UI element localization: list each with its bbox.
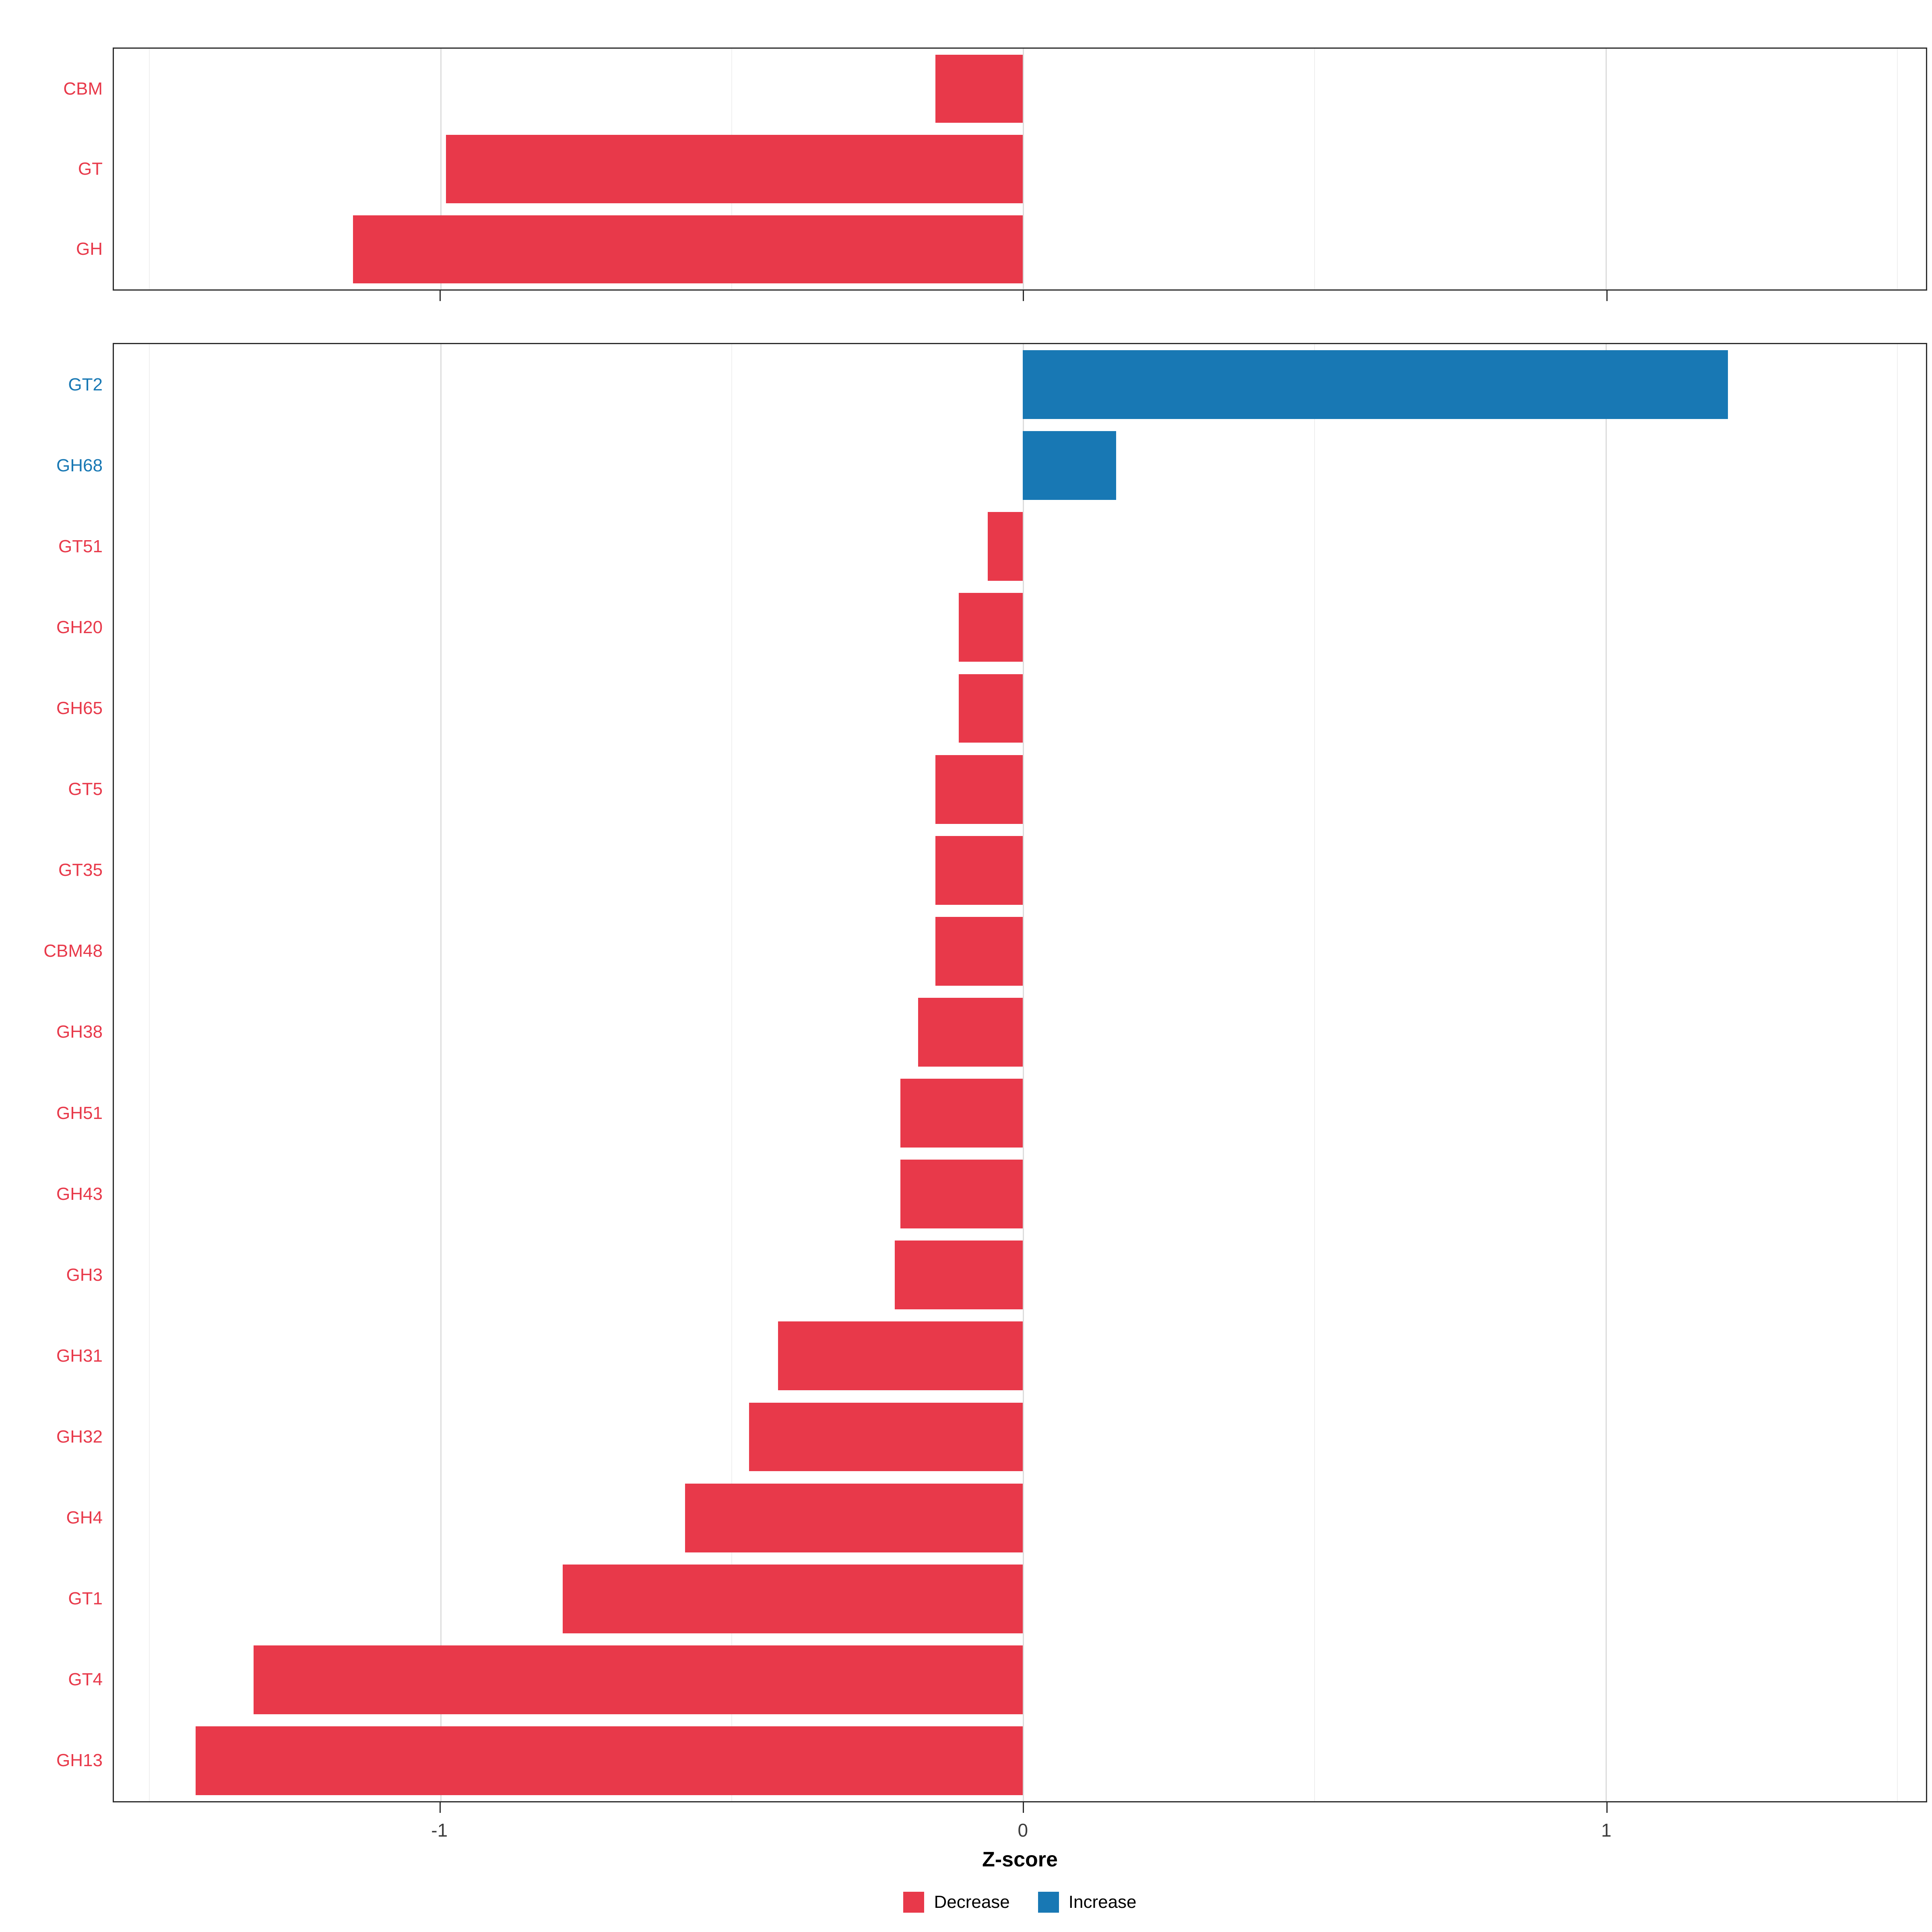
y-axis-label-gh32: GH32 <box>56 1426 103 1447</box>
y-axis-label-gt1: GT1 <box>68 1589 103 1609</box>
legend: Decrease Increase <box>113 1892 1927 1913</box>
bar-gh3 <box>894 1241 1023 1310</box>
bottom-panel: GT2 GH68 GT51 GH20 GH65 GT5 GT35 CBM48 GH38 GH51 G… <box>43 343 1927 1802</box>
bar-gt5 <box>935 755 1023 824</box>
axis-tick <box>439 1802 441 1813</box>
major-gridline <box>1605 49 1607 289</box>
bar-gh65 <box>959 674 1023 743</box>
major-gridline <box>1023 49 1024 289</box>
major-gridline <box>440 344 442 1801</box>
major-gridline <box>440 49 442 289</box>
legend-label-increase: Increase <box>1068 1892 1137 1912</box>
y-axis-label-cbm: CBM <box>63 78 103 99</box>
bar-gh51 <box>900 1079 1023 1148</box>
minor-gridline <box>1314 344 1315 1801</box>
bar-gt <box>446 135 1023 203</box>
legend-item-decrease: Decrease <box>903 1892 1010 1913</box>
bar-gt2 <box>1023 350 1728 419</box>
bar-gt51 <box>988 512 1023 581</box>
y-axis-label-gh65: GH65 <box>56 698 103 718</box>
y-axis-label-gh: GH <box>76 239 103 259</box>
y-axis-label-gh43: GH43 <box>56 1184 103 1204</box>
y-axis-label-gh68: GH68 <box>56 455 103 475</box>
legend-key-increase <box>1038 1892 1059 1913</box>
minor-gridline <box>1314 49 1315 289</box>
bar-gh20 <box>959 593 1023 662</box>
top-panel: CBM GT GH <box>63 47 1927 291</box>
bar-cbm48 <box>935 916 1023 986</box>
bar-gh38 <box>918 997 1023 1067</box>
y-axis-label-cbm48: CBM48 <box>43 941 103 961</box>
bar-gt1 <box>562 1564 1023 1633</box>
bar-gh43 <box>900 1160 1023 1229</box>
bar-gt4 <box>254 1645 1023 1714</box>
y-axis-label-gh4: GH4 <box>66 1508 103 1528</box>
y-axis-label-gh20: GH20 <box>56 617 103 637</box>
axis-tick <box>439 291 441 301</box>
axis-tick <box>1606 291 1608 301</box>
y-axis-label-gt51: GT51 <box>58 536 103 556</box>
x-tick-label: -1 <box>431 1820 448 1841</box>
minor-gridline <box>1897 344 1898 1801</box>
minor-gridline <box>149 49 150 289</box>
bar-gt35 <box>935 836 1023 905</box>
y-axis-label-gh38: GH38 <box>56 1022 103 1042</box>
x-tick-label: 0 <box>1018 1820 1028 1841</box>
y-axis-label-gh13: GH13 <box>56 1750 103 1771</box>
bar-gh4 <box>685 1483 1023 1552</box>
major-gridline <box>1023 344 1024 1801</box>
y-axis-label-gh31: GH31 <box>56 1346 103 1366</box>
y-axis-label-gh3: GH3 <box>66 1265 103 1285</box>
axis-tick <box>1023 1802 1024 1813</box>
bar-gh31 <box>778 1321 1023 1391</box>
minor-gridline <box>149 344 150 1801</box>
y-axis-label-gt2: GT2 <box>68 374 103 394</box>
y-axis-label-gt4: GT4 <box>68 1670 103 1690</box>
y-axis-label-gt: GT <box>78 159 103 179</box>
major-gridline <box>1605 344 1607 1801</box>
bar-gh32 <box>749 1402 1023 1472</box>
y-axis-label-gt35: GT35 <box>58 860 103 880</box>
x-tick-label: 1 <box>1601 1820 1612 1841</box>
minor-gridline <box>1897 49 1898 289</box>
minor-gridline <box>731 344 733 1801</box>
bar-gh <box>353 215 1023 284</box>
bar-gh13 <box>195 1726 1023 1795</box>
axis-tick <box>1606 1802 1608 1813</box>
x-axis-title: Z-score <box>982 1848 1058 1871</box>
bar-cbm <box>935 54 1023 123</box>
legend-item-increase: Increase <box>1038 1892 1137 1913</box>
y-axis-label-gh51: GH51 <box>56 1103 103 1123</box>
bar-gh68 <box>1023 431 1116 500</box>
legend-key-decrease <box>903 1892 925 1913</box>
axis-tick <box>1023 291 1024 301</box>
y-axis-label-gt5: GT5 <box>68 779 103 799</box>
legend-label-decrease: Decrease <box>934 1892 1010 1912</box>
